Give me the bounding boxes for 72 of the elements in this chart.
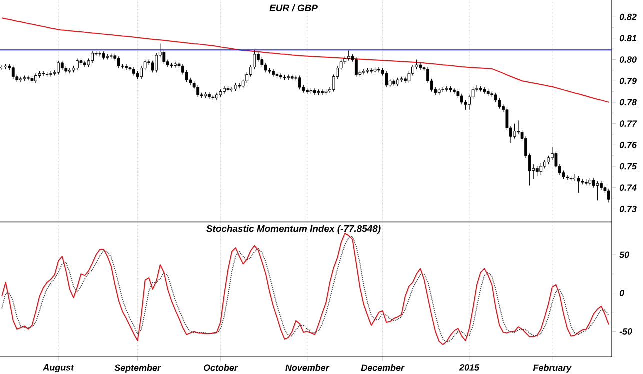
candlestick (419, 62, 422, 70)
candlestick (27, 75, 30, 81)
candlestick (370, 68, 373, 74)
candlestick (517, 120, 520, 135)
x-tick-label: 2015 (459, 364, 480, 371)
x-tick-label: August (42, 364, 74, 373)
x-tick-label: September (114, 364, 162, 373)
y-tick-label: 0.82 (620, 14, 637, 20)
candlestick (354, 57, 358, 78)
candlestick (260, 57, 264, 68)
candlestick (91, 50, 94, 64)
y-tick-label: 0.74 (620, 184, 637, 192)
y-tick-label: 0.75 (620, 163, 638, 170)
candlestick (321, 89, 324, 96)
candlestick (577, 176, 580, 194)
candlestick (513, 124, 516, 140)
candlestick (536, 166, 539, 176)
candlestick (347, 50, 350, 62)
candlestick (155, 53, 158, 73)
candlestick (298, 75, 302, 90)
candlestick (76, 58, 79, 71)
candlestick (408, 71, 411, 84)
candlestick (230, 86, 234, 93)
candlestick (460, 94, 464, 105)
candlestick (162, 50, 166, 64)
candlestick (0, 64, 4, 71)
candlestick (12, 65, 15, 80)
y-tick-label: 0 (620, 290, 624, 297)
y-tick-label: -50 (620, 328, 632, 335)
candlestick (34, 73, 38, 84)
candlestick (117, 56, 120, 69)
candlestick (540, 162, 543, 176)
y-tick-label: 0.78 (620, 99, 637, 106)
candlestick (174, 62, 177, 68)
chart-title: Stochastic Momentum Index (-77.8548) (206, 225, 381, 234)
candlestick (385, 71, 388, 88)
candlestick (566, 174, 569, 181)
candlestick (196, 85, 200, 98)
x-tick-label: November (286, 364, 330, 372)
candlestick (68, 68, 72, 74)
candlestick (125, 64, 128, 70)
candlestick (554, 151, 558, 169)
candlestick (42, 71, 45, 77)
candlestick (60, 60, 64, 71)
candlestick (280, 73, 282, 80)
candlestick (238, 82, 242, 89)
y-tick-label: 0.77 (620, 120, 638, 127)
y-tick-label: 0.76 (620, 142, 638, 148)
candlestick (574, 174, 577, 182)
x-tick-label: December (361, 364, 405, 372)
candlestick (140, 66, 144, 80)
x-tick-label: February (533, 364, 572, 373)
candlestick (362, 69, 366, 76)
candlestick (498, 98, 502, 110)
y-tick-label: 0.81 (620, 35, 636, 42)
y-tick-label: 0.73 (620, 206, 637, 212)
candlestick (264, 62, 268, 73)
candlestick (494, 92, 498, 103)
y-tick-label: 50 (620, 252, 630, 258)
candlestick (596, 181, 600, 201)
candlestick (378, 66, 380, 73)
candlestick (592, 178, 596, 188)
candlestick (242, 78, 245, 89)
candlestick (185, 70, 188, 82)
candlestick (314, 88, 316, 96)
candlestick (57, 60, 60, 76)
chart-title: EUR / GBP (270, 4, 318, 12)
y-tick-label: 0.80 (620, 56, 637, 63)
candlestick (452, 88, 456, 94)
y-tick-label: 0.79 (620, 78, 637, 84)
candlestick (287, 74, 290, 80)
x-tick-label: October (204, 364, 238, 372)
